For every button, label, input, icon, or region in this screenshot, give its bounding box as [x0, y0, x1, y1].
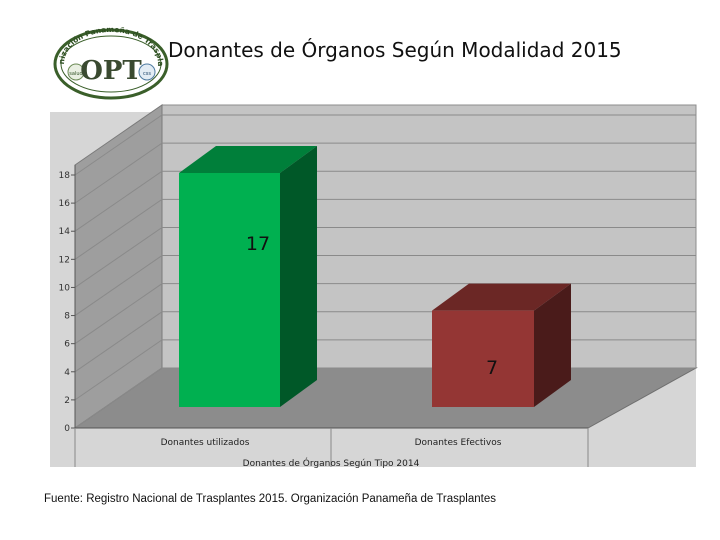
bar-side	[280, 146, 317, 407]
bar-top	[179, 146, 317, 173]
page-title: Donantes de Órganos Según Modalidad 2015	[168, 38, 622, 62]
svg-text:salud: salud	[69, 71, 82, 77]
salud-emblem: salud	[67, 63, 85, 81]
gridline	[74, 142, 696, 204]
x-category-label: Donantes Efectivos	[415, 438, 502, 448]
data-label: 17	[246, 233, 270, 255]
bar-top	[432, 283, 571, 311]
y-tick-label: 18	[59, 171, 71, 181]
y-tick-label: 2	[64, 396, 70, 406]
gridline	[74, 114, 696, 176]
data-label: 7	[486, 357, 498, 379]
bar-2	[432, 283, 571, 407]
y-tick-label: 12	[59, 255, 70, 265]
css-emblem: css	[138, 63, 156, 81]
gridline	[74, 198, 696, 260]
y-tick-label: 0	[64, 424, 70, 434]
bar-side	[534, 283, 571, 407]
x-axis-title: Donantes de Órganos Según Tipo 2014	[243, 457, 420, 469]
bar-1	[179, 146, 317, 407]
x-axis: Donantes utilizados Donantes Efectivos	[74, 427, 589, 467]
y-tick-label: 8	[64, 312, 70, 322]
gridline	[74, 255, 696, 316]
data-labels: 17 7	[246, 233, 498, 379]
y-tick-label: 4	[64, 368, 70, 378]
svg-text:css: css	[143, 71, 151, 77]
y-tick-label: 16	[59, 199, 71, 209]
y-tick-label: 10	[59, 283, 71, 293]
y-tick-label: 14	[59, 227, 71, 237]
gridline	[74, 226, 696, 288]
gridline	[74, 170, 696, 232]
bar-front	[179, 173, 280, 407]
bars	[179, 146, 571, 407]
source-note: Fuente: Registro Nacional de Trasplantes…	[44, 493, 496, 505]
x-category-label: Donantes utilizados	[161, 438, 250, 448]
opt-logo: Organización Panameña de Trasplantes sal…	[52, 24, 169, 100]
y-tick-label: 6	[64, 340, 70, 350]
y-axis: 0 2 4 6 8 10 12 14 16 18	[59, 165, 76, 434]
chart-floor	[73, 367, 698, 429]
bar-front	[432, 310, 534, 407]
opt-mark: OPT	[80, 56, 142, 86]
